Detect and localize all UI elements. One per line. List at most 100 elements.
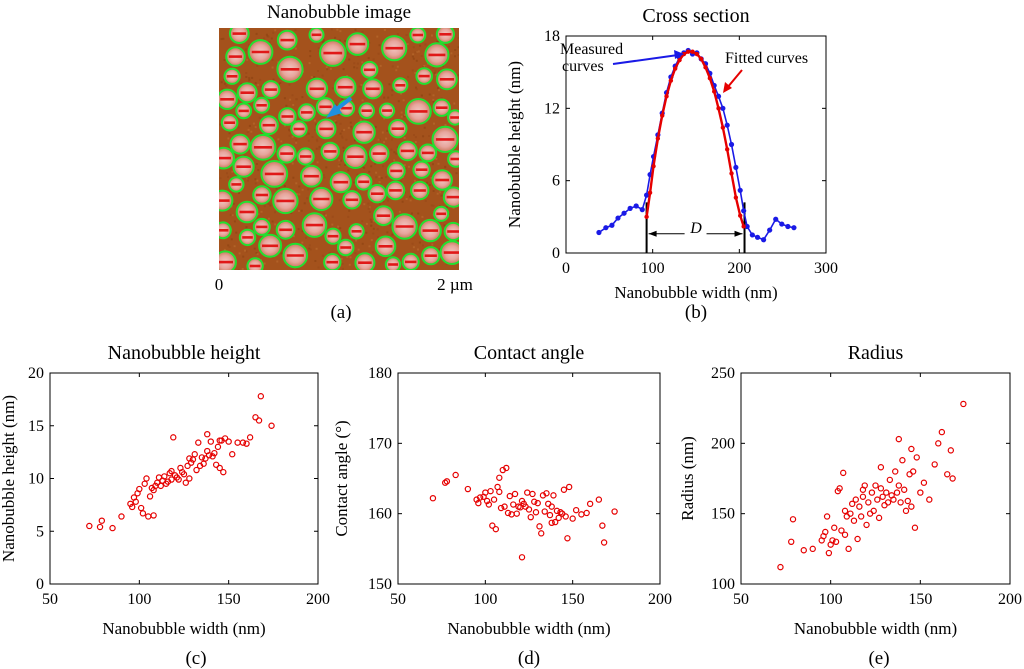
x-tick-label: 100 bbox=[641, 260, 665, 277]
texture-speck bbox=[339, 132, 342, 135]
data-point-measured bbox=[761, 237, 767, 243]
data-point bbox=[527, 513, 534, 521]
texture-speck bbox=[414, 51, 417, 54]
texture-speck bbox=[341, 262, 344, 265]
texture-speck bbox=[307, 188, 310, 191]
texture-speck bbox=[227, 175, 229, 178]
data-point bbox=[809, 545, 816, 553]
data-point bbox=[86, 522, 93, 530]
scale-start-label: 0 bbox=[215, 275, 224, 294]
texture-speck bbox=[290, 220, 293, 223]
texture-speck bbox=[246, 58, 249, 61]
data-point bbox=[931, 461, 938, 468]
data-point bbox=[221, 435, 229, 442]
texture-speck bbox=[424, 199, 427, 202]
texture-speck bbox=[303, 202, 306, 205]
data-point bbox=[823, 513, 831, 520]
data-point bbox=[856, 503, 863, 510]
data-point bbox=[841, 507, 849, 515]
data-point bbox=[195, 439, 202, 446]
data-point-fitted bbox=[738, 213, 743, 218]
texture-speck bbox=[412, 53, 415, 56]
texture-speck bbox=[433, 72, 436, 75]
texture-speck bbox=[383, 29, 386, 31]
data-point bbox=[868, 489, 876, 496]
texture-speck bbox=[348, 58, 351, 61]
texture-speck bbox=[361, 61, 364, 64]
data-point-measured bbox=[644, 192, 650, 198]
data-point bbox=[186, 475, 193, 482]
data-point bbox=[214, 443, 222, 451]
data-point bbox=[599, 522, 606, 529]
data-point bbox=[913, 454, 920, 461]
texture-speck bbox=[431, 34, 433, 37]
texture-speck bbox=[242, 255, 245, 258]
y-tick-label: 20 bbox=[28, 365, 44, 382]
texture-speck bbox=[311, 136, 314, 138]
data-point bbox=[168, 467, 175, 475]
texture-speck bbox=[430, 204, 433, 207]
texture-speck bbox=[228, 132, 231, 135]
texture-speck bbox=[313, 76, 316, 78]
data-point-measured bbox=[767, 227, 773, 233]
x-tick-label: 200 bbox=[306, 591, 330, 608]
data-point bbox=[212, 461, 220, 468]
data-point bbox=[546, 511, 554, 519]
texture-speck bbox=[250, 130, 253, 133]
texture-speck bbox=[408, 165, 410, 168]
texture-speck bbox=[361, 220, 364, 223]
texture-speck bbox=[395, 69, 398, 72]
texture-speck bbox=[301, 188, 304, 191]
data-point bbox=[198, 454, 206, 461]
data-point bbox=[503, 464, 510, 472]
texture-speck bbox=[443, 224, 446, 227]
texture-speck bbox=[288, 83, 291, 86]
data-point bbox=[132, 498, 139, 505]
texture-speck bbox=[257, 213, 260, 216]
data-point-measured bbox=[741, 208, 747, 214]
data-point bbox=[485, 501, 493, 508]
x-tick-label: 150 bbox=[561, 591, 585, 608]
texture-speck bbox=[290, 269, 293, 270]
texture-speck bbox=[444, 166, 447, 169]
texture-speck bbox=[334, 103, 337, 106]
data-point-measured bbox=[627, 205, 633, 211]
texture-speck bbox=[437, 70, 440, 72]
data-point bbox=[904, 497, 911, 505]
texture-speck bbox=[296, 193, 299, 196]
texture-speck bbox=[420, 94, 423, 97]
texture-speck bbox=[316, 140, 319, 143]
data-point bbox=[489, 522, 496, 529]
data-point bbox=[543, 490, 550, 497]
texture-speck bbox=[274, 223, 277, 226]
texture-speck bbox=[436, 40, 439, 43]
texture-speck bbox=[315, 147, 318, 150]
texture-speck bbox=[385, 137, 388, 140]
texture-speck bbox=[308, 247, 311, 250]
texture-speck bbox=[314, 260, 317, 262]
data-point-measured bbox=[744, 223, 750, 230]
data-point bbox=[255, 417, 263, 424]
texture-speck bbox=[447, 45, 450, 48]
y-axis-label: Radius (nm) bbox=[678, 436, 697, 521]
texture-speck bbox=[432, 190, 435, 192]
data-point bbox=[209, 453, 216, 460]
data-point bbox=[146, 493, 154, 500]
texture-speck bbox=[386, 129, 389, 132]
data-point bbox=[595, 496, 603, 503]
texture-speck bbox=[317, 47, 320, 50]
texture-speck bbox=[318, 145, 321, 148]
data-point bbox=[877, 464, 885, 471]
data-point bbox=[560, 486, 568, 493]
data-point bbox=[193, 466, 200, 474]
data-point bbox=[902, 507, 910, 515]
texture-speck bbox=[339, 30, 342, 33]
data-point bbox=[452, 471, 459, 479]
y-tick-label: 160 bbox=[368, 506, 392, 523]
data-point bbox=[552, 518, 559, 526]
texture-speck bbox=[415, 59, 418, 62]
data-point bbox=[246, 434, 254, 441]
texture-speck bbox=[400, 180, 403, 183]
texture-speck bbox=[344, 163, 347, 166]
texture-speck bbox=[428, 93, 431, 96]
